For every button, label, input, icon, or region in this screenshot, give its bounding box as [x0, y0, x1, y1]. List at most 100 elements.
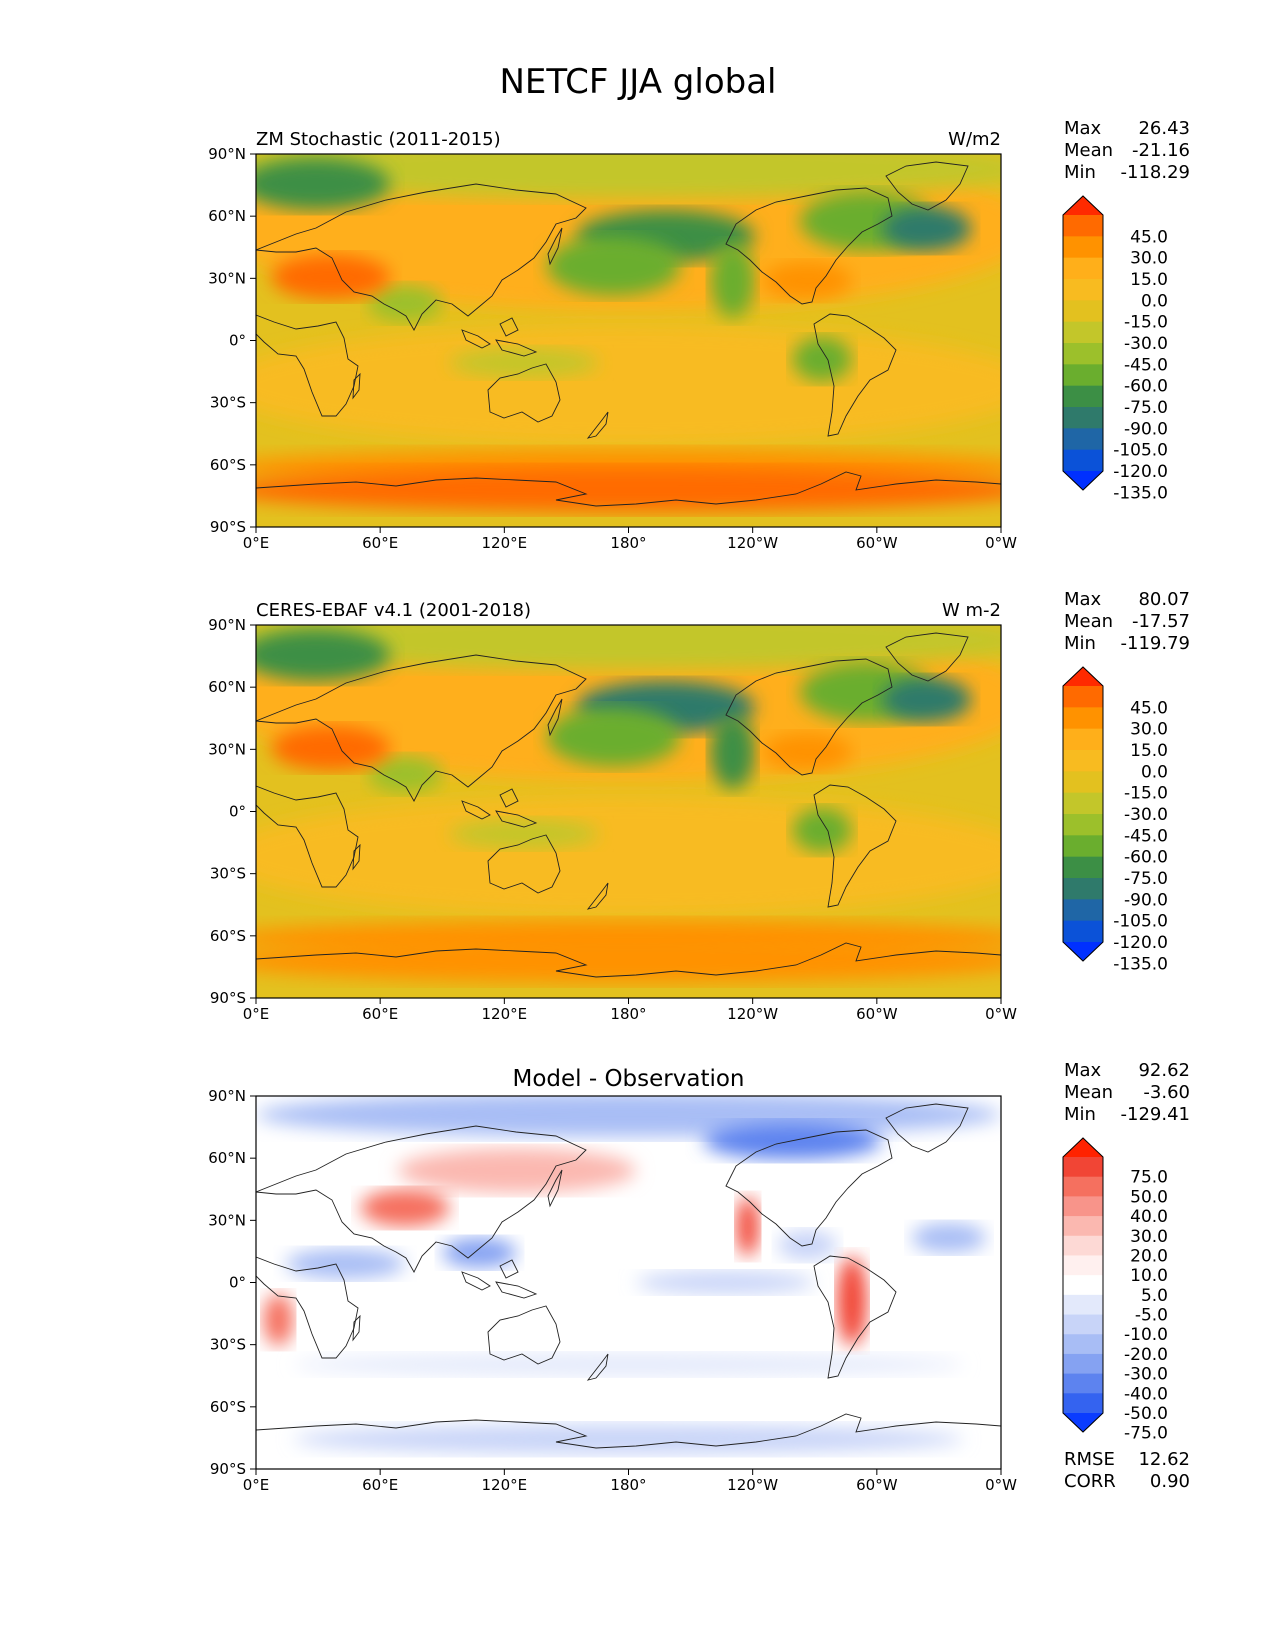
stat-label: Mean: [1064, 611, 1113, 632]
field-region: [736, 1196, 759, 1257]
colorbar-label: -5.0: [1135, 1306, 1168, 1326]
y-tick-label: 90°S: [210, 989, 246, 1007]
colorbar-label: -15.0: [1124, 784, 1168, 804]
y-tick-label: 90°N: [208, 616, 246, 634]
colorbar-label: -30.0: [1124, 805, 1168, 825]
stat-value: 92.62: [1138, 1060, 1190, 1081]
colorbar-label: -40.0: [1124, 1384, 1168, 1404]
x-tick-label: 60°E: [362, 1005, 398, 1023]
colorbar-segment: [1063, 1334, 1103, 1355]
colorbar-label: -30.0: [1124, 1365, 1168, 1385]
colorbar-segment: [1063, 1275, 1103, 1296]
colorbar-segment: [1063, 1255, 1103, 1276]
colorbar: 75.050.040.030.020.010.05.0-5.0-10.0-20.…: [1062, 1137, 1168, 1444]
stat-label: Min: [1064, 633, 1096, 654]
colorbar-label: 40.0: [1130, 1207, 1168, 1227]
field-region: [293, 1353, 964, 1376]
panel-title: ZM Stochastic (2011-2015): [256, 129, 501, 150]
colorbar-segment: [1063, 1235, 1103, 1256]
y-tick-label: 30°N: [208, 740, 246, 758]
footer-stat-label: CORR: [1064, 1471, 1116, 1492]
x-tick-label: 180°: [610, 1476, 646, 1494]
panel-observation: 0°E 60°E 120°E 180° 120°W 60°W 0°W 90°N 60°N 30°N…: [208, 589, 1190, 1023]
x-tick-label: 0°W: [985, 1005, 1017, 1023]
colorbar-label: 75.0: [1130, 1168, 1168, 1188]
stat-label: Mean: [1064, 1082, 1113, 1103]
stat-label: Min: [1064, 1104, 1096, 1125]
colorbar-segment: [1063, 449, 1103, 472]
stat-label: Mean: [1064, 140, 1113, 161]
x-tick-label: 120°W: [727, 1005, 778, 1023]
x-tick-label: 60°W: [856, 1005, 898, 1023]
field-region: [792, 336, 852, 382]
x-tick-label: 120°E: [482, 1005, 528, 1023]
colorbar-segment: [1063, 1393, 1103, 1414]
colorbar-segment: [1063, 771, 1103, 794]
footer-stat-value: 12.62: [1138, 1449, 1190, 1470]
field-layer: [256, 1096, 1001, 1469]
colorbar-segment: [1063, 236, 1103, 259]
colorbar-segment: [1063, 343, 1103, 365]
colorbar-segment: [1063, 321, 1103, 344]
colorbar-segment: [1063, 364, 1103, 387]
colorbar-outline: [1062, 1137, 1104, 1433]
colorbar-segment: [1063, 856, 1103, 879]
field-region: [367, 755, 443, 793]
stat-label: Max: [1064, 1060, 1102, 1081]
colorbar-segment: [1063, 920, 1103, 943]
y-tick-label: 30°S: [210, 1336, 246, 1354]
field-region: [710, 714, 756, 790]
stat-value: -129.41: [1121, 1104, 1190, 1125]
colorbar-label: -15.0: [1124, 313, 1168, 333]
colorbar-extend-top: [1063, 196, 1103, 215]
y-tick-label: 90°S: [210, 1460, 246, 1478]
y-tick-label: 30°S: [210, 865, 246, 883]
colorbar-extend-bottom: [1063, 942, 1103, 961]
field-region: [285, 1248, 405, 1279]
field-region: [449, 818, 599, 849]
colorbar-segment: [1063, 1216, 1103, 1237]
colorbar-label: 50.0: [1130, 1187, 1168, 1207]
x-tick-label: 120°E: [482, 534, 528, 552]
y-tick-label: 90°N: [208, 145, 246, 163]
colorbar-segment: [1063, 835, 1103, 858]
field-region: [256, 157, 391, 210]
colorbar-label: 0.0: [1141, 762, 1168, 782]
field-region: [442, 1237, 517, 1268]
colorbar-label: 10.0: [1130, 1266, 1168, 1286]
colorbar: 45.030.015.00.0-15.0-30.0-45.0-60.0-75.0…: [1062, 195, 1168, 503]
colorbar-extend-bottom: [1063, 471, 1103, 490]
panel-difference: 0°E 60°E 120°E 180° 120°W 60°W 0°W 90°N 60°N 30°N…: [208, 1060, 1190, 1494]
field-region: [367, 284, 443, 322]
colorbar-segment: [1063, 257, 1103, 280]
field-region: [293, 1424, 964, 1455]
colorbar-extend-top: [1063, 667, 1103, 686]
y-tick-label: 60°N: [208, 678, 246, 696]
stat-value: -3.60: [1143, 1082, 1190, 1103]
x-tick-label: 60°E: [362, 1476, 398, 1494]
field-region: [256, 154, 1001, 199]
field-region: [256, 1096, 1001, 1138]
colorbar-label: -105.0: [1113, 441, 1168, 461]
y-tick-label: 0°: [229, 803, 246, 821]
colorbar-segment: [1063, 407, 1103, 429]
y-tick-label: 30°N: [208, 1211, 246, 1229]
field-layer: [256, 154, 1001, 527]
field-region: [762, 262, 852, 300]
colorbar-label: 45.0: [1130, 698, 1168, 718]
x-tick-label: 0°E: [243, 534, 270, 552]
colorbar-segment: [1063, 1157, 1103, 1178]
colorbar-label: -135.0: [1113, 954, 1168, 974]
field-region: [710, 243, 756, 319]
colorbar-label: -75.0: [1124, 1424, 1168, 1444]
field-region: [546, 707, 681, 767]
stat-value: -21.16: [1132, 140, 1190, 161]
colorbar-outline: [1062, 195, 1104, 491]
colorbar-segment: [1063, 1196, 1103, 1217]
colorbar-label: 20.0: [1130, 1246, 1168, 1266]
colorbar-label: 0.0: [1141, 291, 1168, 311]
colorbar-segment: [1063, 899, 1103, 922]
stat-value: 80.07: [1138, 589, 1190, 610]
field-region: [881, 677, 972, 722]
field-region: [256, 325, 1001, 445]
